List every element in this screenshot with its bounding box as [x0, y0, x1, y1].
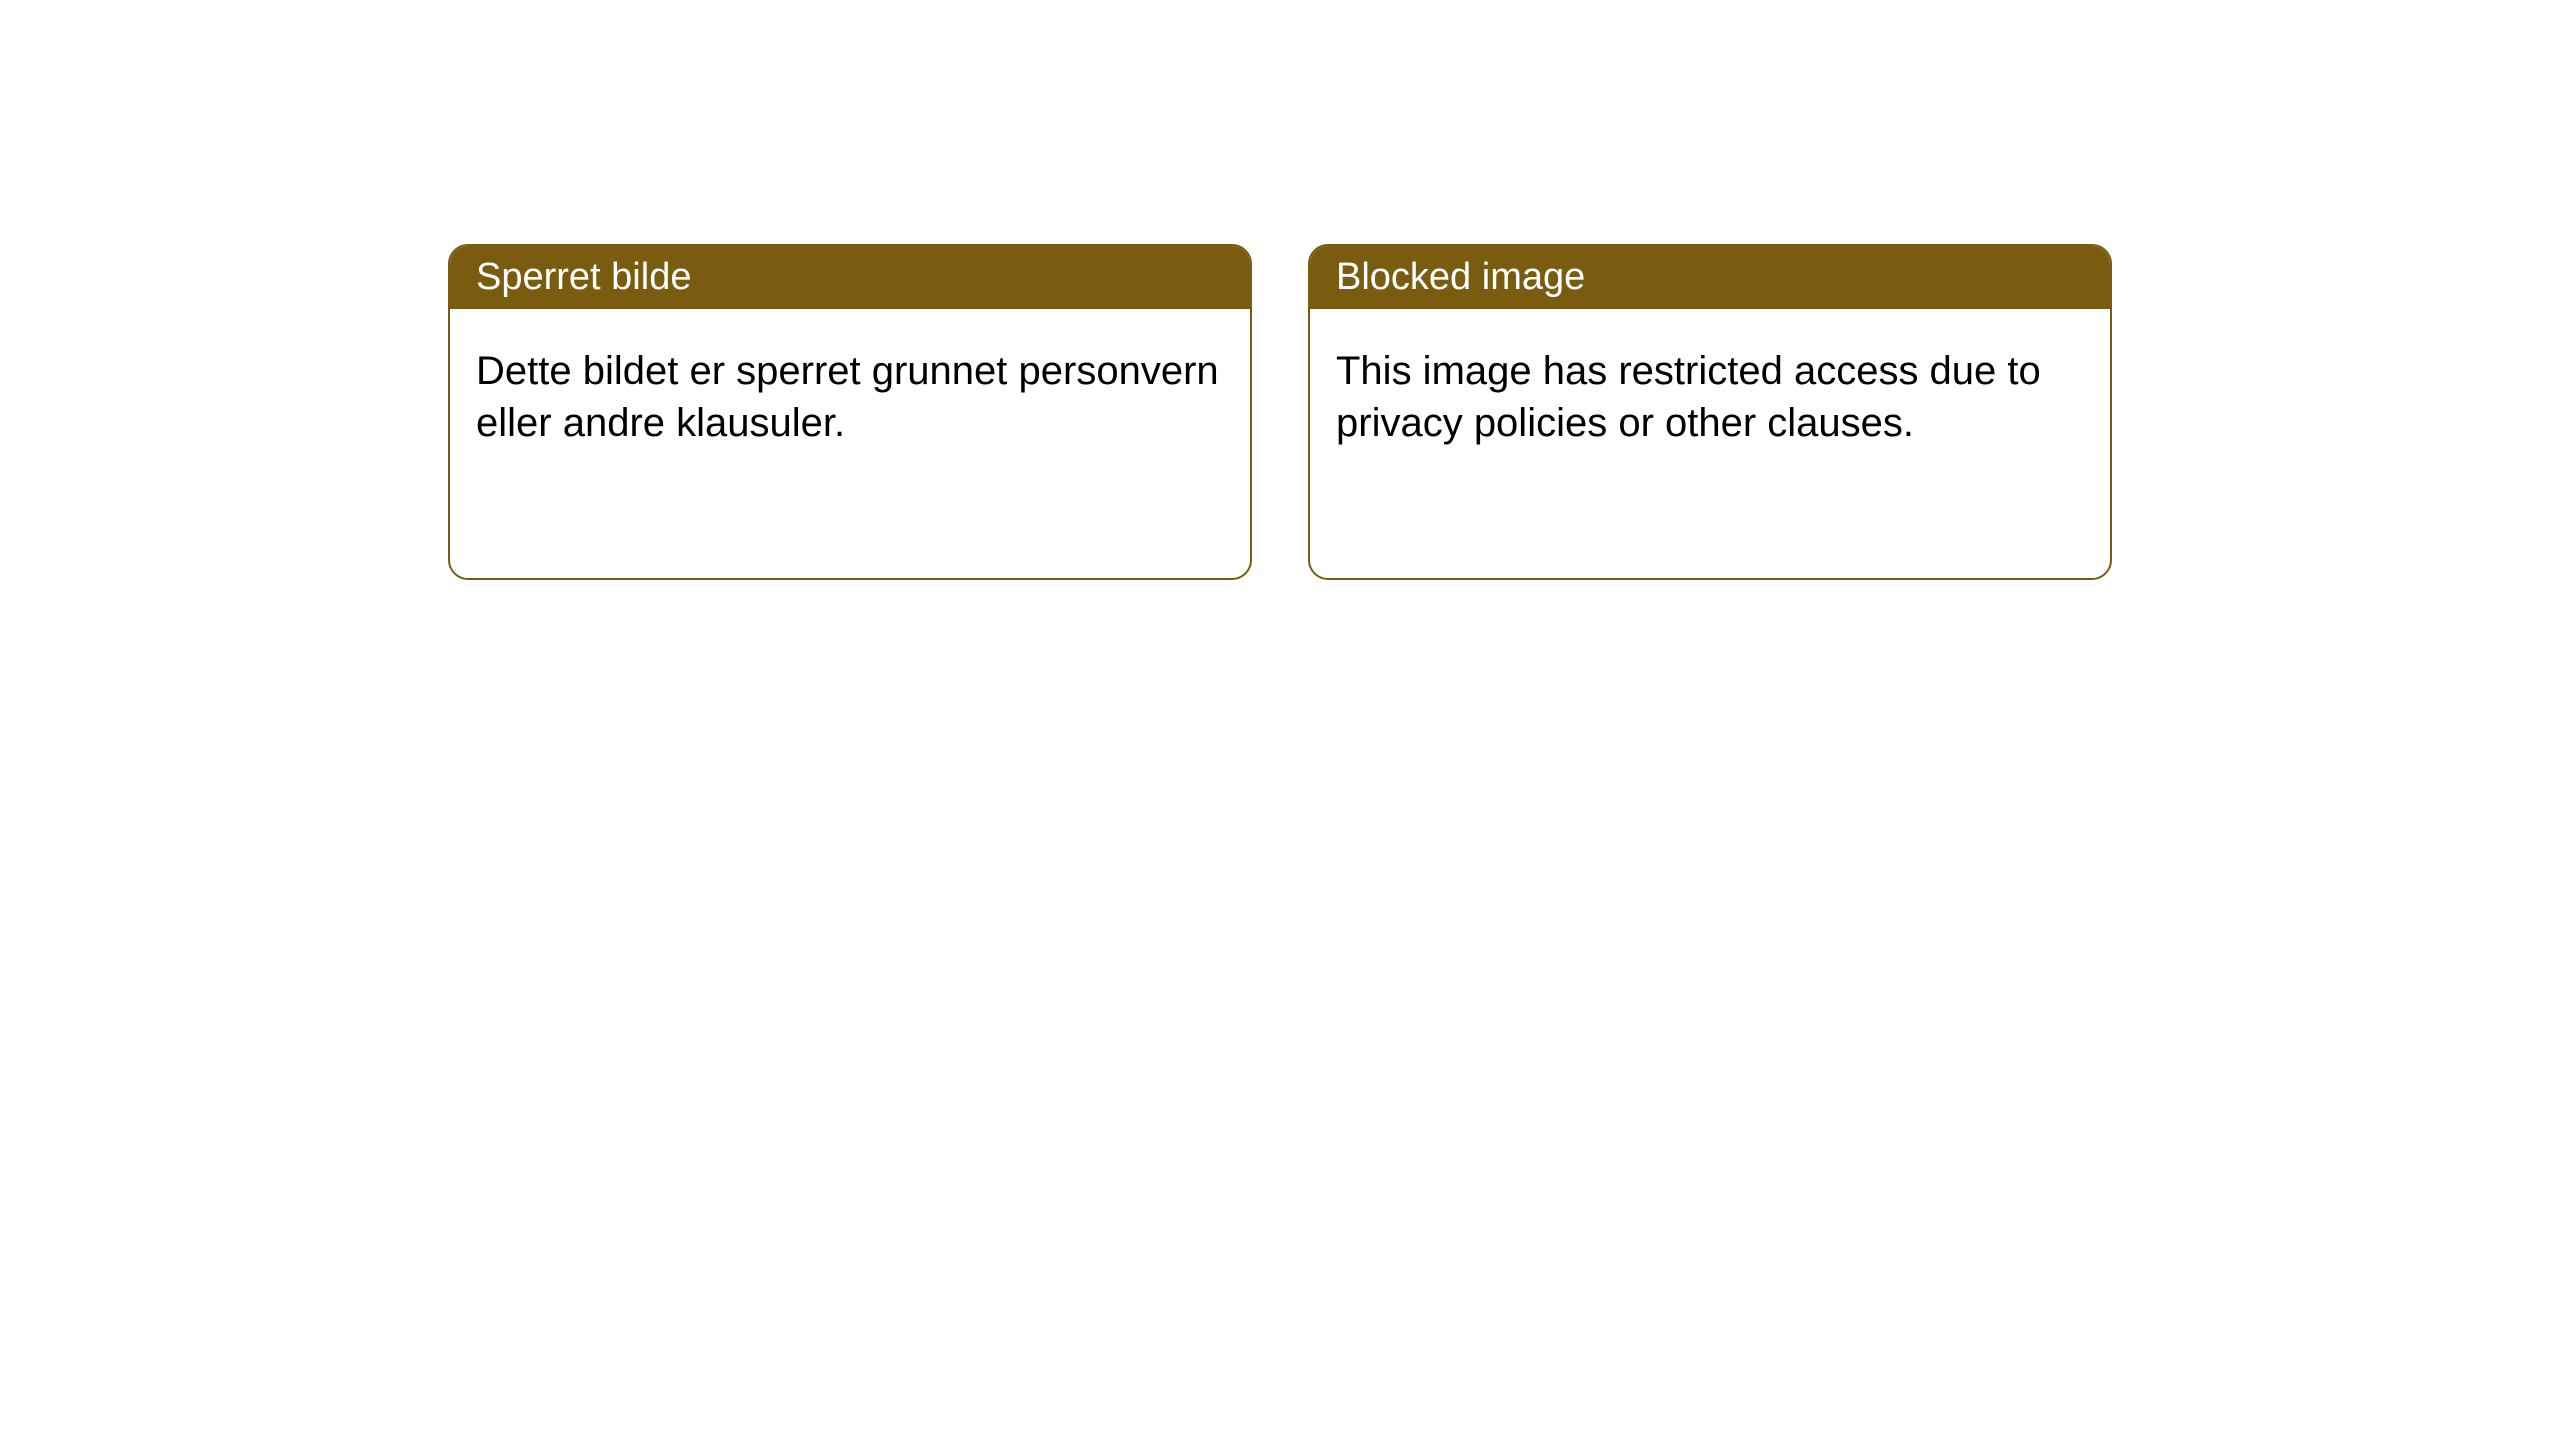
notice-card-body: Dette bildet er sperret grunnet personve…: [450, 309, 1250, 485]
notice-card-body: This image has restricted access due to …: [1310, 309, 2110, 485]
notice-card-header: Blocked image: [1310, 246, 2110, 309]
notice-container: Sperret bilde Dette bildet er sperret gr…: [0, 0, 2560, 580]
notice-card-text: Dette bildet er sperret grunnet personve…: [476, 349, 1219, 445]
notice-card-text: This image has restricted access due to …: [1336, 349, 2041, 445]
notice-card-title: Blocked image: [1336, 256, 1585, 298]
notice-card-header: Sperret bilde: [450, 246, 1250, 309]
notice-card-norwegian: Sperret bilde Dette bildet er sperret gr…: [448, 244, 1252, 580]
notice-card-english: Blocked image This image has restricted …: [1308, 244, 2112, 580]
notice-card-title: Sperret bilde: [476, 256, 691, 298]
